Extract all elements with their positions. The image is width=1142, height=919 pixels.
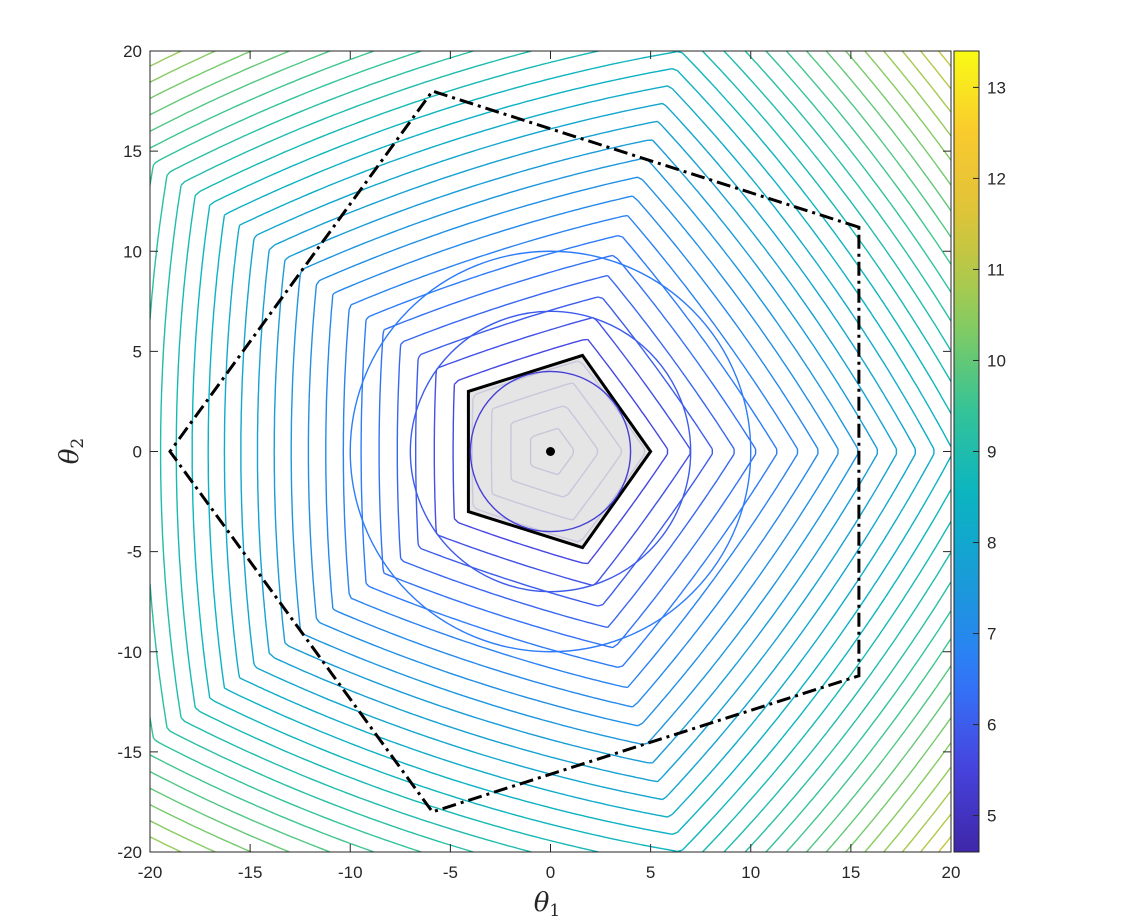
colorbar-tick-label: 7 xyxy=(987,625,996,644)
y-tick-label: 20 xyxy=(123,42,142,61)
inner-pentagon xyxy=(466,353,653,550)
x-tick-label: 10 xyxy=(741,863,760,882)
colorbar-tick-label: 5 xyxy=(987,807,996,826)
y-axis-label: θ2 xyxy=(55,438,88,464)
x-axis-label: θ1 xyxy=(534,888,560,919)
colorbar-tick-label: 8 xyxy=(987,534,996,553)
x-tick-label: -20 xyxy=(138,863,163,882)
contour-level-8 xyxy=(396,274,735,629)
y-tick-label: -15 xyxy=(117,743,142,762)
x-tick-label: 0 xyxy=(546,863,555,882)
contour-level-5 xyxy=(452,338,669,565)
contour-level-7 xyxy=(415,296,713,607)
contour-level-10 xyxy=(360,235,778,668)
y-tick-label: 15 xyxy=(123,142,142,161)
contour-level-24 xyxy=(150,51,951,852)
y-tick-label: -5 xyxy=(127,543,142,562)
inner-ring-2 xyxy=(349,250,752,653)
contour-level-26 xyxy=(150,51,951,852)
contour-level-6 xyxy=(433,316,691,587)
colorbar-tick-label: 11 xyxy=(987,260,1005,279)
y-tick-label: -20 xyxy=(117,843,142,862)
contour-level-31 xyxy=(901,51,951,852)
y-tick-label: 0 xyxy=(133,443,142,462)
contour-level-22 xyxy=(159,51,951,852)
contour-level-29 xyxy=(150,51,951,852)
x-tick-label: 5 xyxy=(646,863,655,882)
contour-level-20 xyxy=(191,51,951,852)
inner-ring-1 xyxy=(409,310,692,593)
x-tick-label: -10 xyxy=(338,863,363,882)
contour-level-30 xyxy=(150,51,951,852)
contour-level-11 xyxy=(342,214,799,689)
contour-level-25 xyxy=(150,51,951,852)
contour-level-27 xyxy=(150,51,951,852)
colorbar-tick-label: 10 xyxy=(987,351,1006,370)
contour-level-28 xyxy=(150,51,951,852)
contour-level-19 xyxy=(207,68,951,835)
y-tick-label: -10 xyxy=(117,643,142,662)
y-tick-label: 10 xyxy=(123,242,142,261)
colorbar-tick-label: 9 xyxy=(987,443,996,462)
contour-level-17 xyxy=(240,102,916,801)
axis-labels: θ1 θ2 xyxy=(55,438,560,919)
contour-level-16 xyxy=(256,120,898,783)
contour-level-9 xyxy=(378,254,757,649)
contour-level-13 xyxy=(307,176,839,727)
x-tick-label: -5 xyxy=(443,863,458,882)
contour-level-18 xyxy=(223,85,935,818)
colorbar: 5 6 7 8 9 10 11 12 13 xyxy=(953,50,1006,853)
polygon-overlays xyxy=(168,89,861,814)
colorbar-tick-label: 12 xyxy=(987,169,1006,188)
center-point xyxy=(546,447,555,456)
contour-level-12 xyxy=(325,195,819,708)
contour-lines xyxy=(150,51,951,852)
y-tick-label: 5 xyxy=(133,342,142,361)
outer-pentagon xyxy=(168,89,861,814)
colorbar-tick-label: 6 xyxy=(987,716,996,735)
contour-level-23 xyxy=(150,51,951,852)
x-tick-label: 20 xyxy=(942,863,961,882)
inner-ring-0 xyxy=(469,370,632,533)
plot-axes: -20 -15 -10 -5 0 5 10 15 20 -20 -15 -10 -5 0 5 10 15 20 xyxy=(117,42,960,882)
x-tick-label: 15 xyxy=(841,863,860,882)
x-tick-label: -15 xyxy=(238,863,263,882)
contour-level-14 xyxy=(290,157,859,746)
contour-level-15 xyxy=(273,139,878,764)
colorbar-tick-label: 13 xyxy=(987,78,1006,97)
